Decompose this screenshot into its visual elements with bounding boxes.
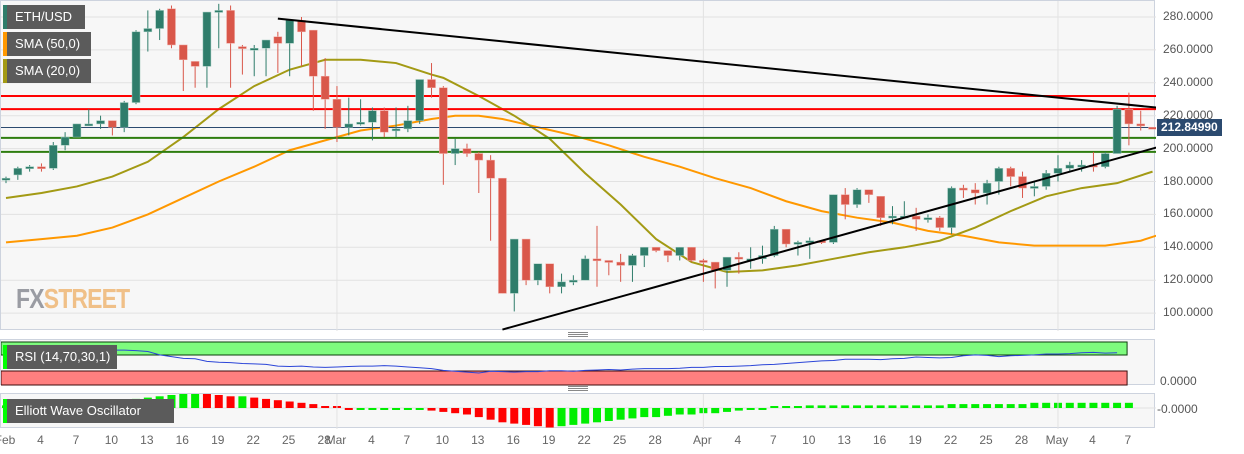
date-tick-label: 13 — [471, 433, 485, 447]
rsi-label: RSI (14,70,30,1) — [15, 349, 111, 364]
date-tick-label: 4 — [37, 433, 44, 447]
sma20-label: SMA (20,0) — [15, 63, 81, 78]
price-tick-label: 120.0000 — [1163, 272, 1214, 287]
price-tick-label: 220.0000 — [1163, 107, 1214, 122]
rsi-color-swatch — [3, 345, 7, 369]
price-tick-label: 140.0000 — [1163, 239, 1214, 254]
date-tick-label: 25 — [612, 433, 627, 447]
date-tick-label: 7 — [769, 433, 777, 447]
date-tick-label: May — [1045, 433, 1069, 447]
date-tick-label: 16 — [872, 433, 887, 447]
date-tick-label: 25 — [979, 433, 993, 447]
ewo-plot — [1, 394, 1156, 429]
legend-sma20[interactable]: SMA (20,0) — [3, 59, 91, 83]
price-tick-label: 200.0000 — [1163, 140, 1214, 155]
price-tick-label: 240.0000 — [1163, 74, 1214, 89]
rsi-axis-value: 0.0000 — [1160, 374, 1197, 388]
date-tick-label: 7 — [403, 433, 411, 447]
fxstreet-watermark: FXSTREET — [16, 283, 130, 314]
legend-symbol[interactable]: ETH/USD — [3, 5, 85, 29]
candlestick-plot[interactable] — [1, 1, 1156, 331]
date-tick-label: 28 — [317, 433, 331, 447]
pane-resize-handle-rsi[interactable] — [568, 332, 588, 337]
date-tick-label: 4 — [1089, 433, 1096, 447]
ewo-label: Elliott Wave Oscillator (34,5) — [15, 403, 141, 442]
date-tick-label: 4 — [734, 433, 742, 447]
date-tick-label: 19 — [908, 433, 922, 447]
date-tick-label: 22 — [246, 433, 260, 447]
date-tick-label: 19 — [542, 433, 556, 447]
sma50-color-swatch — [3, 32, 7, 56]
price-tick-label: 280.0000 — [1163, 9, 1214, 23]
symbol-label: ETH/USD — [15, 9, 73, 24]
date-tick-label: 13 — [837, 433, 851, 447]
ewo-pane[interactable]: Elliott Wave Oscillator (34,5) — [0, 393, 1156, 442]
date-tick-label: 16 — [175, 433, 189, 447]
price-tick-label: 160.0000 — [1163, 206, 1214, 221]
pane-resize-handle-ewo[interactable] — [568, 386, 588, 391]
date-tick-label: 25 — [281, 433, 296, 447]
date-tick-label: 7 — [1124, 433, 1132, 447]
rsi-pane[interactable]: RSI (14,70,30,1) — [0, 339, 1155, 386]
date-tick-label: 13 — [140, 433, 154, 447]
date-tick-label: 7 — [72, 433, 80, 447]
symbol-color-swatch — [3, 5, 7, 29]
date-tick-label: 28 — [1014, 433, 1029, 447]
legend-sma50[interactable]: SMA (50,0) — [3, 32, 91, 56]
ewo-color-swatch — [3, 399, 7, 423]
date-tick-label: 10 — [802, 433, 816, 447]
date-tick-label: Feb — [0, 433, 16, 447]
price-tick-label: 100.0000 — [1163, 305, 1214, 320]
sma20-color-swatch — [3, 59, 7, 83]
price-tick-label: 260.0000 — [1163, 41, 1214, 56]
price-chart-pane[interactable]: FXSTREET ETH/USD SMA (50,0) SMA (20,0) — [0, 0, 1156, 331]
date-tick-label: 19 — [211, 433, 225, 447]
legend-rsi[interactable]: RSI (14,70,30,1) — [3, 345, 117, 369]
rsi-plot — [1, 341, 1128, 386]
date-tick-label: 28 — [648, 433, 662, 447]
price-tick-label: 180.0000 — [1163, 173, 1214, 188]
date-tick-label: Mar — [325, 433, 347, 447]
legend-ewo[interactable]: Elliott Wave Oscillator (34,5) — [3, 399, 174, 442]
date-tick-label: 22 — [943, 433, 958, 447]
current-price-tag: 212.84990 — [1157, 119, 1222, 136]
date-tick-label: 22 — [577, 433, 591, 447]
date-tick-label: 16 — [506, 433, 520, 447]
date-tick-label: 10 — [104, 433, 119, 447]
ewo-axis-value: -0.0000 — [1157, 402, 1198, 416]
date-tick-label: 10 — [435, 433, 450, 447]
date-tick-label: 4 — [368, 433, 375, 447]
date-tick-label: Apr — [693, 433, 712, 447]
sma50-label: SMA (50,0) — [15, 36, 81, 51]
